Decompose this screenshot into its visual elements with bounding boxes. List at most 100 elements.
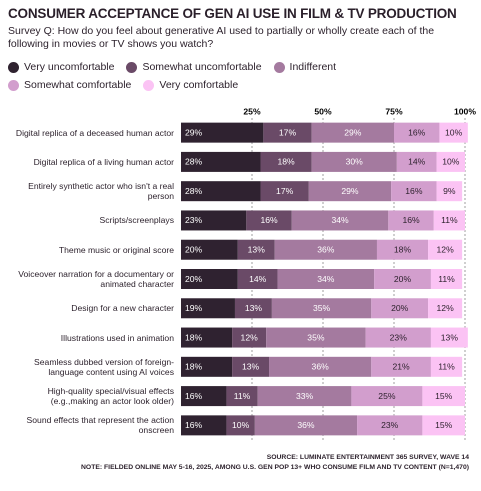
legend: Very uncomfortable Somewhat uncomfortable… — [8, 61, 408, 91]
data-label: 18% — [394, 244, 412, 254]
bar-segment — [277, 269, 375, 289]
legend-label: Somewhat comfortable — [24, 79, 132, 91]
data-label: 16% — [405, 186, 423, 196]
bar-segment — [394, 122, 440, 143]
data-label: 21% — [392, 362, 410, 372]
bar-segment — [430, 356, 463, 377]
data-label: 17% — [276, 186, 294, 196]
bar-segment — [254, 415, 358, 436]
data-label: 20% — [185, 274, 203, 284]
data-label: 19% — [185, 303, 203, 313]
bar-segment — [428, 298, 463, 319]
bar-segment — [439, 122, 468, 143]
data-label: 11% — [438, 362, 455, 372]
legend-label: Indifferent — [289, 61, 337, 73]
bar-segment — [374, 269, 431, 289]
legend-swatch — [8, 79, 19, 91]
bar-segment — [396, 151, 437, 172]
bar-segment — [237, 239, 275, 260]
data-label: 14% — [408, 157, 426, 167]
bar-segment — [226, 386, 258, 407]
bar-segment — [181, 386, 227, 407]
data-label: 10% — [442, 157, 460, 167]
legend-item: Very comfortable — [143, 79, 238, 91]
bar-segment — [181, 239, 238, 260]
data-label: 11% — [234, 391, 251, 401]
chart-title: CONSUMER ACCEPTANCE OF GEN AI USE IN FIL… — [8, 6, 457, 21]
bar-segment — [433, 210, 465, 231]
bar-segment — [237, 269, 278, 289]
y-tick-label: Scripts/screenplays — [99, 215, 174, 226]
bar-segment — [422, 386, 465, 407]
legend-item: Very uncomfortable — [8, 61, 114, 73]
y-tick-label: Theme music or original score — [58, 244, 174, 255]
data-label: 33% — [296, 391, 314, 401]
x-tick-label: 50% — [314, 106, 332, 116]
y-tick-label: Design for a new character — [71, 303, 174, 314]
legend-item: Somewhat comfortable — [8, 79, 131, 91]
bar-segment — [391, 181, 437, 202]
data-label: 36% — [312, 362, 330, 372]
data-label: 16% — [402, 215, 420, 225]
data-label: 34% — [331, 215, 349, 225]
bar-segment — [274, 239, 377, 260]
bar-segment — [271, 298, 372, 319]
legend-swatch — [273, 61, 285, 73]
bar-segment — [351, 386, 423, 407]
bar-segment — [181, 356, 233, 377]
bar-segment — [311, 122, 394, 143]
data-label: 16% — [185, 391, 203, 401]
bar-segment — [181, 415, 227, 436]
data-label: 28% — [185, 157, 203, 167]
bar-segment — [311, 151, 397, 172]
note: NOTE: FIELDED ONLINE MAY 5-16, 2025, AMO… — [81, 464, 469, 471]
bar-segment — [430, 327, 468, 348]
y-tick-label: Voiceover narration for a documentary or… — [18, 269, 174, 289]
data-label: 35% — [313, 303, 331, 313]
data-label: 12% — [437, 244, 455, 254]
data-label: 25% — [378, 391, 396, 401]
bar-segment — [263, 122, 312, 143]
bar-segment — [436, 151, 465, 172]
bar-segment — [436, 181, 463, 202]
data-label: 29% — [341, 186, 359, 196]
data-label: 14% — [249, 274, 267, 284]
legend-swatch — [8, 61, 19, 73]
data-label: 15% — [435, 391, 453, 401]
data-label: 9% — [443, 186, 456, 196]
bar-segment — [232, 356, 270, 377]
data-label: 23% — [185, 215, 203, 225]
data-label: 20% — [394, 274, 412, 284]
legend-label: Very uncomfortable — [24, 61, 115, 73]
bar-segment — [181, 327, 233, 348]
y-tick-label: Sound effects that represent the action … — [26, 415, 174, 436]
data-label: 16% — [408, 127, 426, 137]
bar-segment — [357, 415, 423, 436]
data-label: 35% — [307, 332, 325, 342]
source: SOURCE: LUMINATE ENTERTAINMENT 365 SURVE… — [266, 454, 469, 461]
data-label: 29% — [344, 127, 362, 137]
bar-segment — [260, 181, 309, 202]
y-tick-label: Digital replica of a living human actor — [33, 156, 174, 167]
data-label: 12% — [437, 303, 455, 313]
bar-segment — [260, 151, 312, 172]
data-label: 11% — [438, 274, 455, 284]
x-tick-label: 25% — [243, 106, 261, 116]
x-tick-label: 75% — [385, 106, 403, 116]
bar-segment — [257, 386, 352, 407]
y-tick-label: Digital replica of a deceased human acto… — [15, 127, 174, 138]
data-label: 18% — [185, 362, 203, 372]
bar-segment — [388, 210, 434, 231]
bar-segment — [181, 181, 261, 202]
y-tick-label: Seamless dubbed version of foreign-langu… — [34, 356, 174, 377]
data-label: 23% — [381, 420, 399, 430]
x-tick-label: 100% — [454, 106, 476, 116]
data-label: 28% — [185, 186, 203, 196]
data-label: 13% — [245, 303, 263, 313]
bar-segment — [371, 356, 431, 377]
bar-segment — [371, 298, 429, 319]
y-tick-label: Illustrations used in animation — [60, 332, 174, 343]
bar-segment — [181, 298, 235, 319]
bar-segment — [376, 239, 429, 260]
